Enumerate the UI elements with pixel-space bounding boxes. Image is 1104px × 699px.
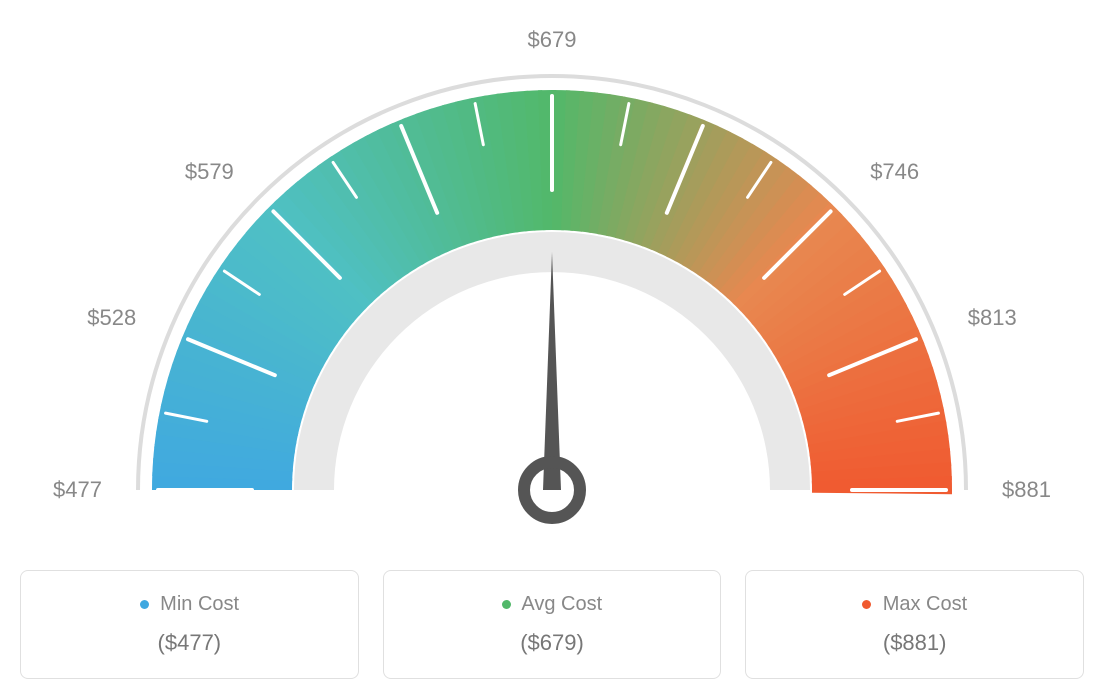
gauge-tick-label: $881 xyxy=(1002,477,1051,502)
avg-cost-label: Avg Cost xyxy=(521,593,602,615)
cost-summary-row: Min Cost ($477) Avg Cost ($679) Max Cost… xyxy=(20,570,1084,679)
min-cost-value: ($477) xyxy=(41,630,338,656)
min-cost-box: Min Cost ($477) xyxy=(20,570,359,679)
gauge-tick-label: $813 xyxy=(968,305,1017,330)
max-cost-label: Max Cost xyxy=(883,593,967,615)
min-cost-label: Min Cost xyxy=(160,593,239,615)
gauge-tick-label: $746 xyxy=(870,159,919,184)
avg-cost-box: Avg Cost ($679) xyxy=(383,570,722,679)
max-cost-dot-icon xyxy=(862,600,871,609)
gauge-chart-container: $477 $528 $579 $679 $746 $813 $881 Min Cost ($… xyxy=(20,20,1084,679)
gauge-tick-label: $579 xyxy=(185,159,234,184)
avg-cost-value: ($679) xyxy=(404,630,701,656)
gauge-wrapper: $477 $528 $579 $679 $746 $813 $881 xyxy=(20,20,1084,560)
gauge-tick-label: $477 xyxy=(53,477,102,502)
max-cost-label-row: Max Cost xyxy=(766,593,1063,616)
gauge-svg: $477 $528 $579 $679 $746 $813 $881 xyxy=(20,20,1084,560)
max-cost-box: Max Cost ($881) xyxy=(745,570,1084,679)
avg-cost-label-row: Avg Cost xyxy=(404,593,701,616)
gauge-tick-label: $679 xyxy=(528,27,577,52)
gauge-tick-label: $528 xyxy=(87,305,136,330)
gauge-needle xyxy=(543,252,561,490)
avg-cost-dot-icon xyxy=(502,600,511,609)
min-cost-label-row: Min Cost xyxy=(41,593,338,616)
max-cost-value: ($881) xyxy=(766,630,1063,656)
min-cost-dot-icon xyxy=(140,600,149,609)
